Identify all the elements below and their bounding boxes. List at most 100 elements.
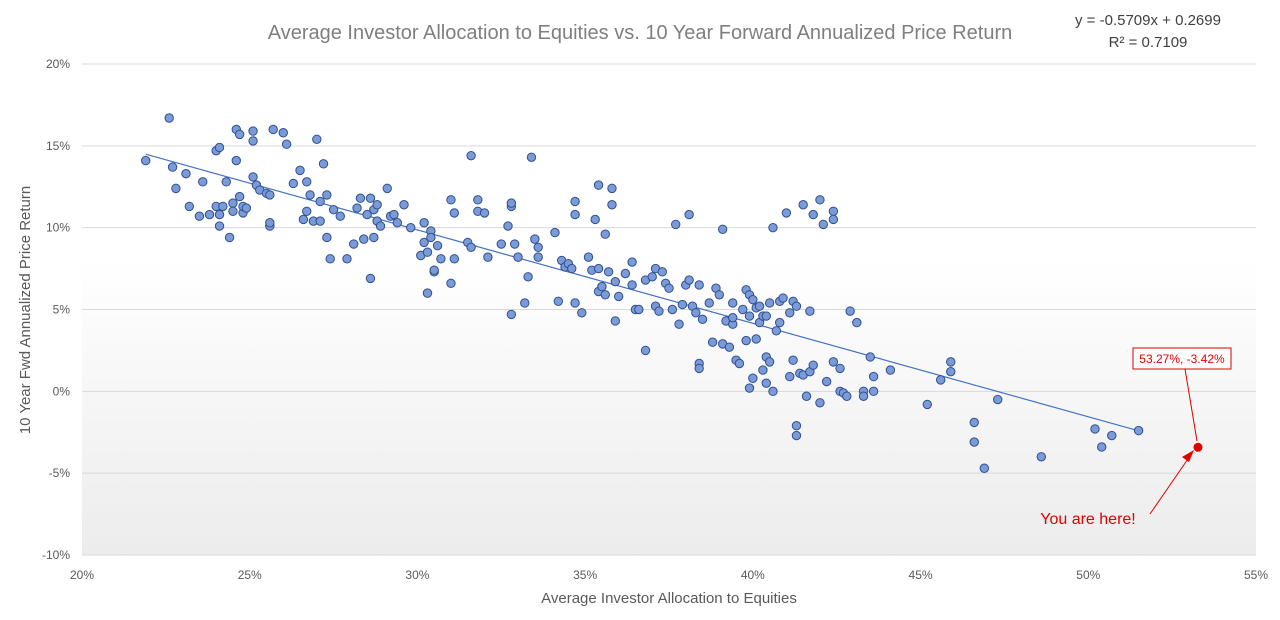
x-tick-label: 25% bbox=[238, 568, 262, 582]
data-point bbox=[449, 208, 460, 218]
data-point bbox=[852, 317, 862, 328]
data-point bbox=[627, 280, 637, 290]
data-point bbox=[198, 177, 208, 187]
data-point bbox=[801, 391, 812, 401]
data-point bbox=[724, 342, 735, 352]
data-point bbox=[473, 195, 483, 205]
data-point bbox=[466, 242, 476, 253]
data-point bbox=[1133, 425, 1144, 436]
data-point bbox=[419, 237, 429, 248]
data-point bbox=[348, 239, 359, 249]
data-point bbox=[677, 299, 688, 310]
data-point bbox=[479, 208, 490, 218]
data-point bbox=[791, 301, 802, 311]
data-point bbox=[647, 272, 657, 282]
data-point bbox=[241, 203, 252, 213]
arrow-head bbox=[1182, 450, 1194, 462]
data-point bbox=[1097, 442, 1107, 452]
data-point bbox=[550, 227, 560, 238]
data-point bbox=[281, 139, 292, 149]
data-point bbox=[577, 308, 587, 318]
data-point bbox=[352, 203, 362, 213]
data-point bbox=[194, 211, 205, 221]
data-point bbox=[821, 376, 832, 387]
data-point bbox=[520, 298, 530, 308]
data-point bbox=[231, 155, 241, 166]
data-point bbox=[865, 352, 875, 362]
data-point bbox=[204, 209, 215, 220]
data-point bbox=[946, 366, 956, 377]
data-point bbox=[506, 198, 517, 208]
data-point bbox=[734, 358, 745, 369]
data-point bbox=[533, 242, 543, 253]
data-point bbox=[141, 155, 151, 166]
data-point bbox=[593, 180, 604, 190]
data-point bbox=[553, 296, 564, 307]
trendline bbox=[145, 153, 1139, 432]
y-tick-label: -5% bbox=[49, 466, 71, 480]
data-point bbox=[738, 304, 748, 315]
y-tick-label: 5% bbox=[53, 303, 71, 317]
data-point bbox=[868, 386, 879, 397]
data-point bbox=[748, 373, 758, 383]
data-point bbox=[392, 218, 403, 228]
data-point bbox=[768, 386, 778, 397]
data-point bbox=[234, 129, 245, 140]
data-point bbox=[671, 219, 681, 230]
data-point bbox=[164, 113, 174, 123]
data-point bbox=[422, 288, 433, 298]
data-point bbox=[365, 193, 376, 203]
data-point bbox=[758, 365, 768, 375]
data-point bbox=[744, 383, 755, 393]
data-point bbox=[570, 298, 580, 308]
data-point bbox=[754, 301, 765, 311]
data-point bbox=[603, 267, 614, 277]
data-point bbox=[748, 294, 758, 305]
highlight-annotation: 53.27%, -3.42% You are here! bbox=[1040, 347, 1232, 528]
data-point bbox=[634, 304, 644, 315]
data-point bbox=[761, 311, 771, 321]
data-point bbox=[181, 168, 191, 179]
highlight-point bbox=[1193, 442, 1203, 452]
data-point bbox=[278, 128, 288, 138]
data-point bbox=[798, 200, 808, 210]
data-point bbox=[359, 234, 369, 244]
data-point bbox=[828, 214, 839, 225]
data-point bbox=[302, 206, 312, 217]
grid-lines bbox=[82, 63, 1256, 556]
data-point bbox=[513, 252, 523, 262]
data-point bbox=[620, 268, 631, 279]
data-point bbox=[426, 232, 436, 243]
data-point bbox=[406, 222, 416, 233]
data-point bbox=[697, 314, 708, 325]
data-point bbox=[640, 345, 651, 356]
data-point bbox=[583, 252, 594, 262]
data-point bbox=[684, 275, 694, 285]
data-point bbox=[627, 257, 637, 267]
data-point bbox=[761, 378, 771, 388]
data-point bbox=[694, 280, 704, 290]
data-point bbox=[768, 222, 778, 233]
data-point bbox=[315, 216, 325, 226]
data-point bbox=[691, 308, 701, 318]
data-point bbox=[828, 206, 839, 217]
data-point bbox=[167, 162, 178, 172]
data-point bbox=[858, 391, 869, 401]
data-point bbox=[419, 218, 429, 228]
data-point bbox=[322, 190, 332, 200]
data-point bbox=[845, 306, 855, 316]
highlight-label: 53.27%, -3.42% bbox=[1139, 352, 1225, 366]
data-point bbox=[335, 211, 345, 221]
y-tick-label: 15% bbox=[46, 139, 70, 153]
data-point bbox=[791, 421, 802, 431]
x-tick-label: 30% bbox=[405, 568, 429, 582]
data-point bbox=[265, 218, 275, 228]
data-point bbox=[791, 430, 802, 441]
data-point bbox=[184, 201, 195, 212]
data-point bbox=[667, 304, 678, 315]
data-point bbox=[214, 221, 225, 231]
data-point bbox=[228, 198, 238, 208]
data-points bbox=[141, 113, 1144, 473]
data-point bbox=[436, 254, 446, 264]
